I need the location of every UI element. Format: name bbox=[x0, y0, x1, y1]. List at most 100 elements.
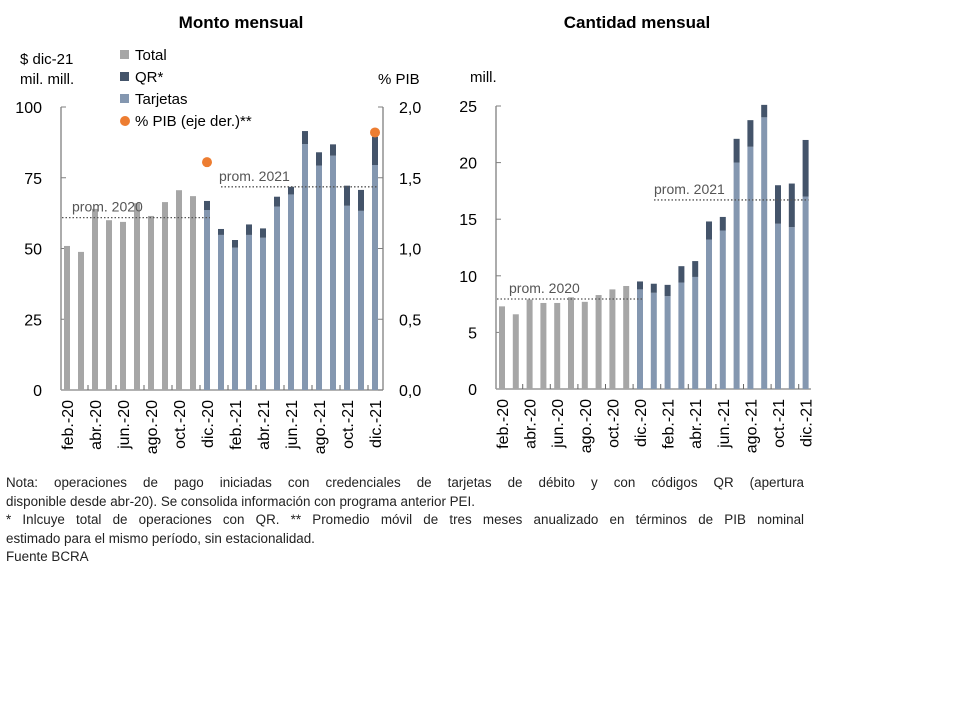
bar-qr bbox=[719, 216, 726, 231]
bar-tarjetas bbox=[358, 210, 364, 390]
x-tick-label: abr.-21 bbox=[256, 400, 273, 450]
bar-total bbox=[595, 295, 602, 389]
note-line-2: disponible desde abr-20). Se consolida i… bbox=[6, 493, 475, 509]
x-tick-label: dic.-20 bbox=[633, 399, 650, 447]
monto-mensual-chart: Monto mensual $ dic-21 mil. mill. % PIB … bbox=[15, 13, 421, 454]
y-tick-label: 0 bbox=[468, 382, 477, 399]
x-tick-label: abr.-21 bbox=[688, 399, 705, 449]
bar-total bbox=[64, 245, 70, 390]
y-tick-label: 15 bbox=[459, 212, 477, 229]
bar-total bbox=[540, 302, 547, 389]
x-tick-label: feb.-21 bbox=[661, 399, 678, 449]
y2-tick-label: 1,5 bbox=[399, 171, 421, 188]
bar-tarjetas bbox=[719, 230, 726, 389]
x-tick-label: oct.-20 bbox=[172, 400, 189, 449]
reference-label-2021: prom. 2021 bbox=[219, 168, 290, 184]
chart-notes: Nota: operaciones de pago iniciadas con … bbox=[6, 474, 804, 567]
x-tick-label: ago.-21 bbox=[743, 399, 760, 453]
bar-qr bbox=[747, 120, 754, 147]
chart-canvas: Monto mensual $ dic-21 mil. mill. % PIB … bbox=[15, 13, 816, 454]
y-axis-label-line1: $ dic-21 bbox=[20, 51, 73, 68]
bar-tarjetas bbox=[733, 162, 740, 389]
y2-tick-label: 2,0 bbox=[399, 100, 421, 117]
bar-total bbox=[568, 297, 574, 389]
y-axis-label-line2: mil. mill. bbox=[20, 71, 74, 88]
bar-qr bbox=[637, 281, 643, 290]
bar-qr bbox=[330, 144, 336, 156]
bar-tarjetas bbox=[372, 165, 378, 390]
bar-tarjetas bbox=[706, 239, 712, 389]
bar-total bbox=[190, 196, 196, 390]
y2-tick-label: 0,0 bbox=[399, 383, 421, 400]
bar-qr bbox=[358, 189, 364, 211]
bar-tarjetas bbox=[316, 165, 322, 390]
bar-qr bbox=[316, 152, 322, 166]
note-line-4: estimado para el mismo período, sin esta… bbox=[6, 530, 315, 546]
bar-total bbox=[120, 221, 126, 390]
bar-qr bbox=[372, 136, 378, 166]
bar-tarjetas bbox=[775, 223, 781, 389]
legend: Total QR* Tarjetas % PIB (eje der.)** bbox=[120, 47, 252, 130]
x-tick-label: oct.-21 bbox=[771, 399, 788, 448]
legend-marker-pib bbox=[120, 116, 130, 126]
y2-tick-label: 0,5 bbox=[399, 312, 421, 329]
bar-total bbox=[581, 301, 588, 389]
reference-label-2020: prom. 2020 bbox=[509, 280, 580, 296]
bar-tarjetas bbox=[788, 227, 795, 389]
bar-total bbox=[499, 306, 505, 389]
bar-total bbox=[78, 251, 84, 390]
bar-tarjetas bbox=[637, 289, 643, 389]
reference-label-2021: prom. 2021 bbox=[654, 181, 725, 197]
legend-marker-qr bbox=[120, 72, 129, 81]
x-tick-label: ago.-20 bbox=[144, 400, 161, 454]
bar-tarjetas bbox=[246, 234, 252, 390]
bar-total bbox=[623, 285, 630, 389]
legend-label: Total bbox=[135, 47, 167, 64]
y-tick-label: 10 bbox=[459, 269, 477, 286]
bar-tarjetas bbox=[761, 117, 768, 389]
bar-tarjetas bbox=[650, 292, 657, 389]
bar-qr bbox=[302, 131, 308, 145]
x-tick-label: oct.-21 bbox=[340, 400, 357, 449]
bar-total bbox=[512, 314, 519, 389]
x-tick-label: dic.-20 bbox=[200, 400, 217, 448]
bar-tarjetas bbox=[204, 210, 210, 390]
bar-tarjetas bbox=[802, 196, 809, 389]
bar-tarjetas bbox=[288, 194, 294, 390]
y-tick-label: 25 bbox=[24, 312, 42, 329]
y-tick-label: 25 bbox=[459, 99, 477, 116]
bar-total bbox=[92, 208, 98, 390]
bar-qr bbox=[204, 200, 210, 211]
bar-total bbox=[609, 289, 616, 389]
bar-qr bbox=[692, 261, 699, 277]
legend-label: % PIB (eje der.)** bbox=[135, 113, 252, 130]
bar-tarjetas bbox=[260, 237, 266, 390]
bar-tarjetas bbox=[692, 276, 699, 389]
bar-qr bbox=[733, 138, 740, 163]
pib-point bbox=[370, 127, 380, 138]
bar-qr bbox=[775, 185, 781, 224]
bar-total bbox=[134, 203, 140, 390]
bar-qr bbox=[664, 284, 671, 297]
y-tick-label: 5 bbox=[468, 325, 477, 342]
bar-qr bbox=[788, 183, 795, 228]
bar-tarjetas bbox=[344, 205, 350, 390]
bar-qr bbox=[288, 186, 294, 195]
legend-marker-tarjetas bbox=[120, 94, 129, 103]
pib-point bbox=[202, 157, 212, 168]
bar-total bbox=[162, 202, 168, 390]
bar-qr bbox=[260, 228, 266, 238]
x-tick-label: feb.-21 bbox=[228, 400, 245, 450]
x-tick-label: ago.-21 bbox=[312, 400, 329, 454]
y-tick-label: 75 bbox=[24, 171, 42, 188]
bar-qr bbox=[802, 139, 809, 197]
bar-tarjetas bbox=[664, 296, 671, 389]
bar-total bbox=[554, 302, 561, 389]
x-tick-label: dic.-21 bbox=[799, 399, 816, 447]
bar-tarjetas bbox=[274, 206, 280, 390]
x-tick-label: jun.-21 bbox=[284, 400, 301, 450]
x-tick-label: jun.-21 bbox=[716, 399, 733, 449]
y-tick-label: 20 bbox=[459, 156, 477, 173]
bar-qr bbox=[650, 283, 657, 293]
y-axis-label-mill: mill. bbox=[470, 69, 497, 86]
